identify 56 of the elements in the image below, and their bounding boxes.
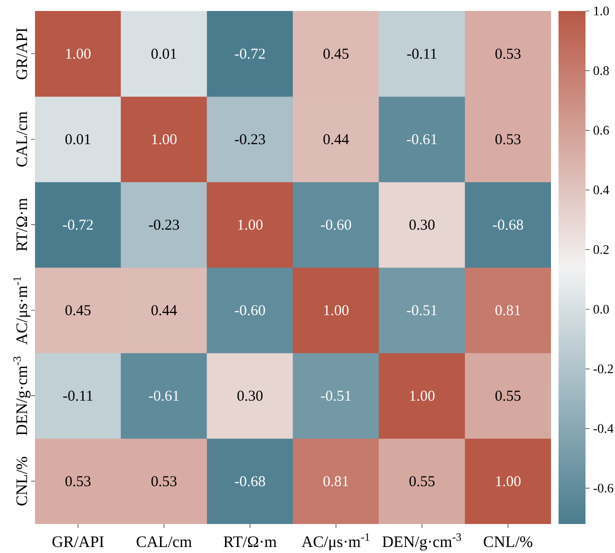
data-label: 0.45 bbox=[323, 48, 349, 59]
data-label: 0.44 bbox=[323, 134, 349, 144]
data-label: 0.53 bbox=[151, 476, 177, 486]
color-bar-label: -0.2 bbox=[594, 364, 613, 374]
data-label: -0.68 bbox=[492, 220, 524, 230]
data-label: 0.53 bbox=[495, 134, 521, 144]
color-bar-label: 0.8 bbox=[594, 66, 609, 76]
x-tick-label: CAL/cm bbox=[136, 536, 192, 548]
data-label: -0.60 bbox=[320, 220, 352, 230]
color-bar-label: 0.0 bbox=[594, 304, 609, 314]
data-label: 0.30 bbox=[237, 390, 263, 401]
data-label: 0.81 bbox=[323, 476, 348, 486]
color-bar-label: -0.4 bbox=[594, 424, 614, 433]
y-tick-label: RT/Ω·m bbox=[16, 198, 28, 252]
y-tick-label: AC/μs·m$^{-1}$ bbox=[13, 276, 30, 345]
data-label: 0.44 bbox=[151, 305, 177, 316]
y-tick-label: DEN/g·cm$^{-3}$ bbox=[13, 356, 30, 436]
y-tick-label: CNL/% bbox=[16, 456, 28, 506]
data-label: -0.23 bbox=[234, 134, 266, 144]
data-label: -0.11 bbox=[407, 48, 436, 59]
data-label: 0.45 bbox=[65, 305, 91, 316]
x-tick-label: DEN/g·cm$^{-3}$ bbox=[382, 533, 462, 550]
color-bar-label: -0.6 bbox=[594, 484, 614, 493]
data-label: -0.51 bbox=[406, 305, 437, 316]
data-label: -0.72 bbox=[234, 48, 265, 59]
data-label: -0.60 bbox=[234, 305, 266, 316]
data-label: -0.23 bbox=[148, 220, 180, 230]
y-tick-label: CAL/cm bbox=[16, 112, 28, 167]
data-label: 0.53 bbox=[65, 476, 91, 486]
data-label: 0.01 bbox=[151, 48, 176, 59]
data-label: 1.00 bbox=[410, 390, 435, 401]
data-label: 1.00 bbox=[66, 48, 91, 59]
data-label: -0.61 bbox=[406, 134, 437, 144]
x-tick-label: GR/API bbox=[52, 536, 104, 548]
data-label: -0.51 bbox=[320, 390, 351, 401]
data-label: -0.68 bbox=[234, 476, 266, 486]
y-tick-label: GR/API bbox=[16, 28, 28, 80]
x-tick-label: RT/Ω·m bbox=[224, 536, 277, 548]
x-tick-label: AC/μs·m$^{-1}$ bbox=[302, 533, 370, 550]
data-label: -0.72 bbox=[62, 220, 93, 230]
color-bar-label: 0.2 bbox=[594, 245, 609, 254]
data-label: 0.81 bbox=[495, 305, 520, 316]
data-label: 0.01 bbox=[65, 134, 90, 144]
data-label: -0.11 bbox=[63, 390, 92, 401]
data-label: 1.00 bbox=[496, 476, 521, 486]
data-label: 0.53 bbox=[495, 48, 521, 59]
data-label: -0.61 bbox=[148, 390, 179, 401]
data-label: 1.00 bbox=[152, 134, 177, 144]
color-bar-label: 1.0 bbox=[594, 6, 609, 16]
data-label: 0.55 bbox=[409, 476, 435, 486]
color-bar-label: 0.6 bbox=[594, 126, 609, 135]
color-bar-label: 0.4 bbox=[594, 186, 610, 194]
x-tick-label: CNL/% bbox=[484, 536, 532, 548]
data-label: 0.30 bbox=[409, 220, 435, 230]
data-label: 1.00 bbox=[238, 220, 263, 230]
data-label: 1.00 bbox=[324, 305, 349, 316]
